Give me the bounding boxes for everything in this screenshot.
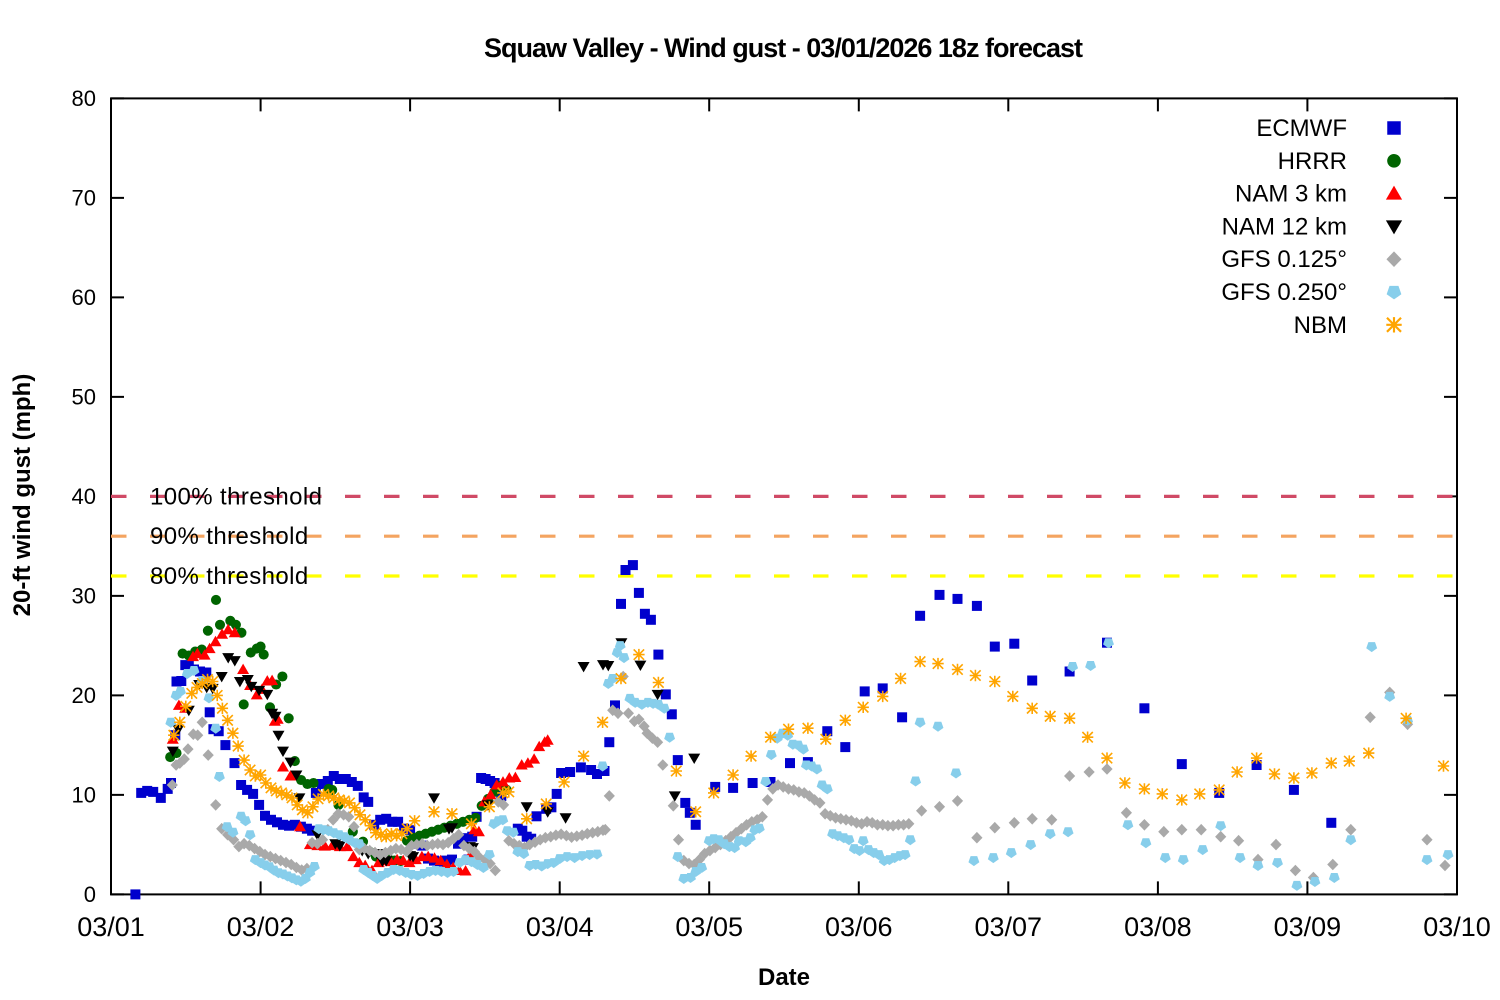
svg-text:03/04: 03/04 [526, 912, 594, 942]
svg-text:ECMWF: ECMWF [1256, 115, 1347, 142]
svg-text:Date: Date [758, 964, 810, 991]
svg-text:80% threshold: 80% threshold [150, 563, 309, 590]
svg-text:03/02: 03/02 [227, 912, 295, 942]
svg-text:NAM 12 km: NAM 12 km [1222, 213, 1347, 240]
svg-text:50: 50 [72, 384, 96, 409]
svg-text:GFS 0.125°: GFS 0.125° [1221, 246, 1347, 273]
svg-text:03/09: 03/09 [1274, 912, 1342, 942]
svg-text:20: 20 [72, 683, 96, 708]
svg-text:03/05: 03/05 [675, 912, 743, 942]
svg-text:20-ft wind gust (mph): 20-ft wind gust (mph) [9, 374, 36, 617]
svg-text:03/03: 03/03 [376, 912, 444, 942]
svg-text:100% threshold: 100% threshold [150, 483, 322, 510]
svg-text:HRRR: HRRR [1278, 148, 1347, 175]
svg-text:NBM: NBM [1294, 312, 1347, 339]
svg-text:03/01: 03/01 [77, 912, 145, 942]
svg-text:NAM 3 km: NAM 3 km [1235, 181, 1347, 208]
svg-text:03/07: 03/07 [975, 912, 1043, 942]
svg-text:10: 10 [72, 782, 96, 807]
svg-text:80: 80 [72, 86, 96, 111]
svg-text:90% threshold: 90% threshold [150, 523, 309, 550]
svg-text:30: 30 [72, 583, 96, 608]
svg-text:03/08: 03/08 [1124, 912, 1192, 942]
svg-text:0: 0 [84, 882, 96, 907]
svg-text:Squaw Valley - Wind gust - 03/: Squaw Valley - Wind gust - 03/01/2026 18… [484, 33, 1083, 63]
svg-text:70: 70 [72, 185, 96, 210]
svg-text:40: 40 [72, 484, 96, 509]
svg-text:60: 60 [72, 285, 96, 310]
svg-text:GFS 0.250°: GFS 0.250° [1221, 279, 1347, 306]
svg-text:03/06: 03/06 [825, 912, 893, 942]
svg-text:03/10: 03/10 [1423, 912, 1491, 942]
